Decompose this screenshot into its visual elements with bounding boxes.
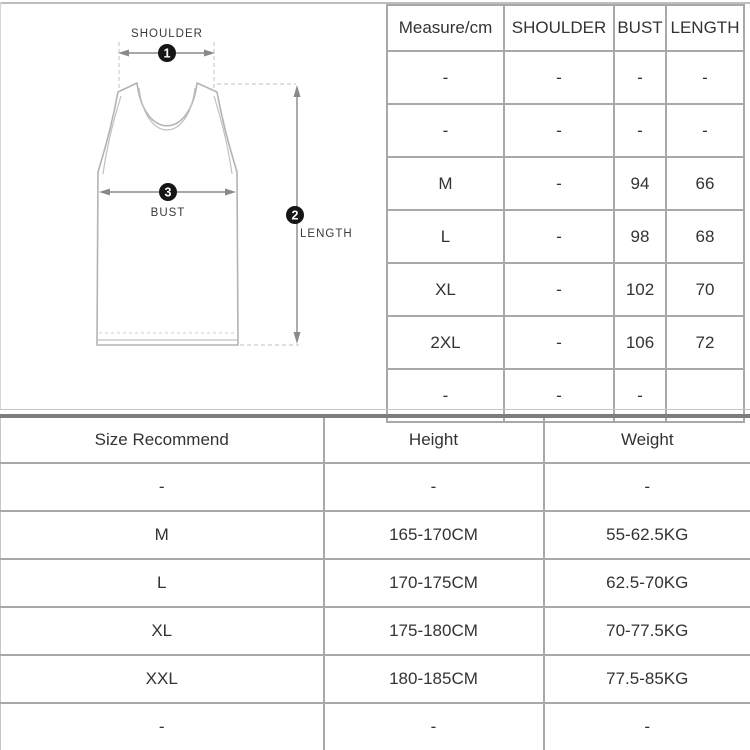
column-header: Height	[322, 415, 545, 464]
bust-cell: -	[613, 103, 667, 158]
size-cell: -	[0, 702, 325, 750]
height-cell: -	[322, 702, 545, 750]
size-cell: XL	[386, 262, 505, 317]
column-header: Measure/cm	[386, 4, 505, 52]
table-row: L 170-175CM 62.5-70KG	[0, 558, 750, 608]
table-header-row: Size Recommend Height Weight	[0, 415, 750, 464]
neckline-trim	[138, 87, 196, 131]
weight-cell: 77.5-85KG	[542, 654, 750, 704]
shoulder-cell: -	[503, 315, 615, 370]
armhole-trim-left	[102, 95, 122, 175]
bust-cell: -	[613, 368, 667, 423]
marker-3-number: 3	[165, 186, 172, 200]
weight-cell: 70-77.5KG	[542, 606, 750, 656]
arrowhead-icon	[118, 49, 129, 57]
column-header: BUST	[613, 4, 667, 52]
bust-cell: 102	[613, 262, 667, 317]
arrowhead-icon	[225, 188, 236, 196]
size-cell: M	[0, 510, 325, 560]
size-cell: L	[386, 209, 505, 264]
size-cell: -	[386, 103, 505, 158]
marker-2-badge	[286, 206, 304, 224]
length-cell: -	[665, 103, 745, 158]
size-cell: -	[386, 50, 505, 105]
arrowhead-icon	[204, 49, 215, 57]
arrowhead-icon	[293, 332, 301, 344]
shoulder-cell: -	[503, 209, 615, 264]
weight-cell: -	[542, 702, 750, 750]
recommend-table-wrap: Size Recommend Height Weight - - - M 165…	[0, 409, 750, 750]
length-label: LENGTH	[300, 228, 353, 240]
bust-label: BUST	[151, 207, 186, 219]
size-cell: -	[386, 368, 505, 423]
table-row: - - - -	[386, 103, 745, 158]
marker-3-badge	[159, 183, 177, 201]
table-row: - - -	[386, 368, 745, 423]
table-row: M - 94 66	[386, 156, 745, 211]
marker-1-badge	[158, 44, 176, 62]
bust-cell: 106	[613, 315, 667, 370]
garment-measurement-diagram: SHOULDER 1 3 BUST 2 LENGTH	[96, 28, 353, 346]
bust-cell: -	[613, 50, 667, 105]
shoulder-cell: -	[503, 50, 615, 105]
column-header: Size Recommend	[0, 415, 325, 464]
weight-cell: 62.5-70KG	[542, 558, 750, 608]
table-row: 2XL - 106 72	[386, 315, 745, 370]
table-header-row: Measure/cm SHOULDER BUST LENGTH	[386, 4, 745, 52]
height-cell: 165-170CM	[322, 510, 545, 560]
height-cell: 180-185CM	[322, 654, 545, 704]
shoulder-cell: -	[503, 368, 615, 423]
table-row: - - -	[0, 702, 750, 750]
bust-cell: 98	[613, 209, 667, 264]
measurement-table: Measure/cm SHOULDER BUST LENGTH - - - - …	[386, 4, 745, 423]
size-recommend-table: Size Recommend Height Weight - - - M 165…	[0, 414, 750, 750]
length-cell: -	[665, 50, 745, 105]
left-divider	[0, 2, 1, 410]
size-cell: M	[386, 156, 505, 211]
column-header: SHOULDER	[503, 4, 615, 52]
table-row: - - - -	[386, 50, 745, 105]
size-cell: L	[0, 558, 325, 608]
height-cell: -	[322, 462, 545, 512]
marker-1-number: 1	[164, 47, 171, 61]
table-row: XL 175-180CM 70-77.5KG	[0, 606, 750, 656]
length-cell: 66	[665, 156, 745, 211]
armhole-trim-right	[213, 95, 233, 175]
shoulder-cell: -	[503, 262, 615, 317]
size-cell: XL	[0, 606, 325, 656]
length-cell: 70	[665, 262, 745, 317]
weight-cell: 55-62.5KG	[542, 510, 750, 560]
table-row: XXL 180-185CM 77.5-85KG	[0, 654, 750, 704]
length-cell	[665, 368, 745, 423]
table-row: M 165-170CM 55-62.5KG	[0, 510, 750, 560]
bust-cell: 94	[613, 156, 667, 211]
column-header: Weight	[542, 415, 750, 464]
tank-top-outline	[96, 82, 239, 346]
marker-2-number: 2	[292, 209, 299, 223]
height-cell: 170-175CM	[322, 558, 545, 608]
column-header: LENGTH	[665, 4, 745, 52]
table-row: L - 98 68	[386, 209, 745, 264]
arrowhead-icon	[99, 188, 110, 196]
shoulder-cell: -	[503, 103, 615, 158]
top-divider	[0, 2, 750, 4]
shoulder-cell: -	[503, 156, 615, 211]
length-cell: 68	[665, 209, 745, 264]
height-cell: 175-180CM	[322, 606, 545, 656]
length-cell: 72	[665, 315, 745, 370]
size-cell: 2XL	[386, 315, 505, 370]
size-cell: -	[0, 462, 325, 512]
size-cell: XXL	[0, 654, 325, 704]
arrowhead-icon	[293, 85, 301, 97]
table-row: XL - 102 70	[386, 262, 745, 317]
table-row: - - -	[0, 462, 750, 512]
shoulder-label: SHOULDER	[131, 28, 203, 40]
weight-cell: -	[542, 462, 750, 512]
